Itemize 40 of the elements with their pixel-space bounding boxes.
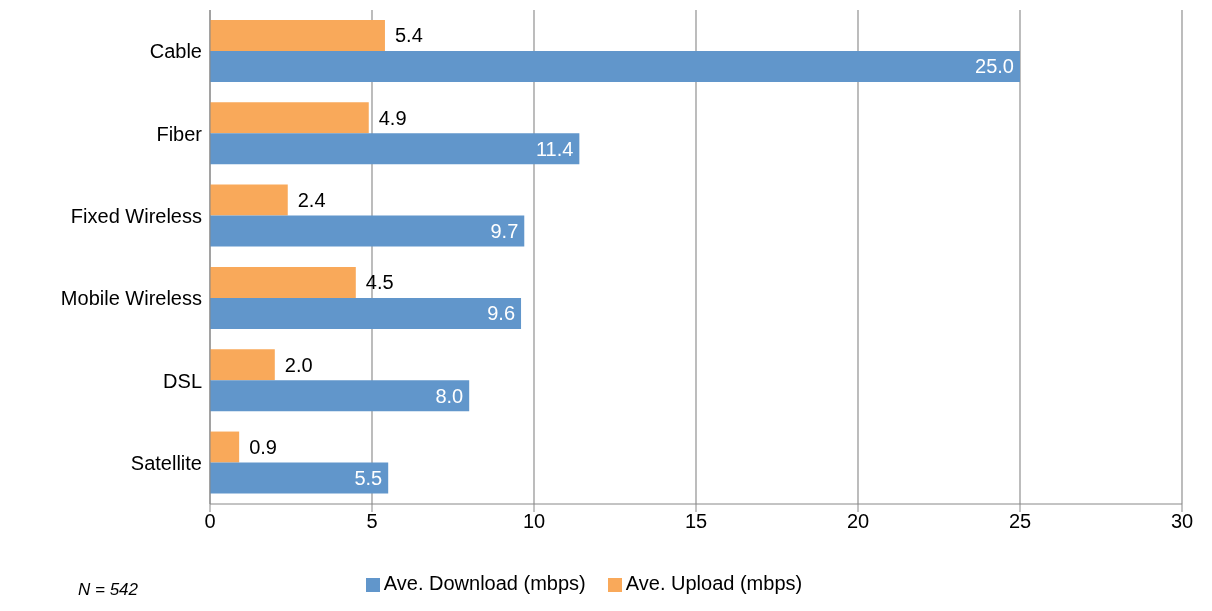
bar [210,297,522,329]
legend-label: Ave. Download (mbps) [383,572,586,594]
data-label: 25.0 [975,55,1014,78]
bar [210,19,385,51]
y-tick-label: Mobile Wireless [60,287,202,310]
data-label: 5.4 [394,24,423,47]
x-tick-label: 5 [366,510,378,533]
x-tick-label: 0 [204,510,216,533]
y-tick-label: Fiber [156,122,203,145]
y-tick-label: Fixed Wireless [70,204,202,227]
data-label: 9.6 [487,302,516,325]
text: N = 542 [78,580,139,600]
data-label: 11.4 [535,137,574,160]
data-label: 8.0 [435,384,464,407]
data-label: 5.5 [354,467,383,490]
bar [210,431,240,463]
x-tick-label: 10 [522,510,546,533]
y-tick-label: DSL [163,369,202,392]
data-label: 0.9 [249,436,277,459]
data-label: 4.9 [378,106,407,129]
bar [210,462,389,494]
bar [210,133,580,165]
x-tick-label: 30 [1170,510,1194,533]
data-label: 2.0 [284,353,313,376]
y-tick-label: Satellite [130,451,202,474]
data-label: 4.5 [365,271,394,294]
x-tick-label: 15 [684,510,708,533]
bar [210,50,1020,82]
y-tick-label: Cable [149,40,202,63]
x-tick-label: 20 [846,510,870,533]
bar [210,215,525,247]
bar [210,266,356,298]
bar [210,380,470,412]
bar [210,349,275,381]
data-label: 2.4 [297,189,326,212]
bar [210,102,369,134]
data-label: 9.7 [490,220,519,243]
bar [210,184,288,216]
x-tick-label: 25 [1008,510,1032,533]
legend-label: Ave. Upload (mbps) [625,572,803,594]
